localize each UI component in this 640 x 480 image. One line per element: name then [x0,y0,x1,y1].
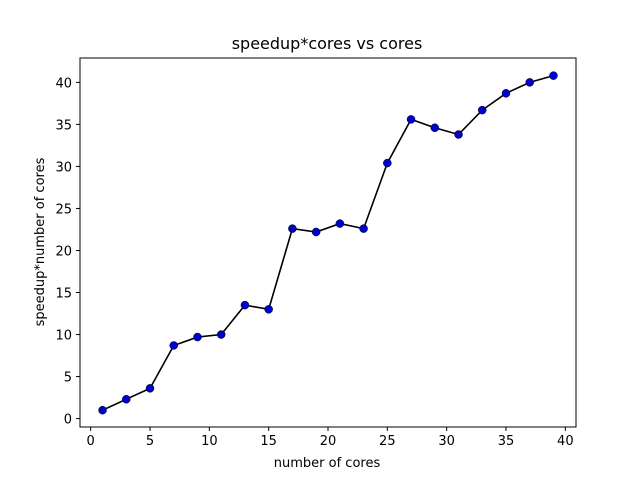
data-point [335,219,345,228]
data-point [549,71,558,80]
data-point [288,224,297,233]
data-point [525,78,534,87]
x-tick-label: 15 [260,434,277,449]
data-point [430,123,440,133]
x-tick-label: 20 [320,434,337,449]
y-axis: 0 5 10 15 20 25 30 35 40 [55,76,80,428]
data-point [216,330,226,339]
data-point [145,384,155,393]
x-tick-label: 0 [87,434,95,449]
x-axis-label: number of cores [274,456,381,471]
data-point [193,332,202,342]
y-tick-label: 35 [55,118,72,133]
y-tick-label: 25 [55,202,72,217]
y-tick-label: 30 [55,160,72,175]
y-tick-label: 20 [55,244,72,259]
data-point [359,224,368,233]
x-tick-label: 35 [498,434,515,449]
x-axis: 0 5 10 15 20 25 30 35 40 [87,427,574,449]
x-tick-label: 30 [438,434,455,449]
y-tick-label: 5 [64,371,72,386]
y-tick-label: 10 [55,329,72,344]
x-tick-label: 40 [557,434,574,449]
series-line [102,74,554,411]
data-point [311,227,321,237]
y-tick-label: 40 [55,76,72,91]
x-tick-label: 5 [146,434,154,449]
data-point [383,158,392,168]
y-tick-label: 0 [64,413,72,428]
chart-title: speedup*cores vs cores [232,34,423,53]
data-point [240,300,250,310]
data-point [98,405,107,415]
plot-area [79,57,577,428]
data-point [122,395,131,404]
data-point [454,130,463,139]
y-tick-label: 15 [55,287,72,302]
data-point [478,105,487,115]
x-tick-label: 25 [379,434,396,449]
data-point [264,305,273,314]
data-point [169,341,178,350]
data-point [501,89,511,98]
plot-frame [79,57,577,428]
y-axis-label: speedup*number of cores [33,157,48,326]
x-tick-label: 10 [201,434,218,449]
data-point [406,115,416,124]
